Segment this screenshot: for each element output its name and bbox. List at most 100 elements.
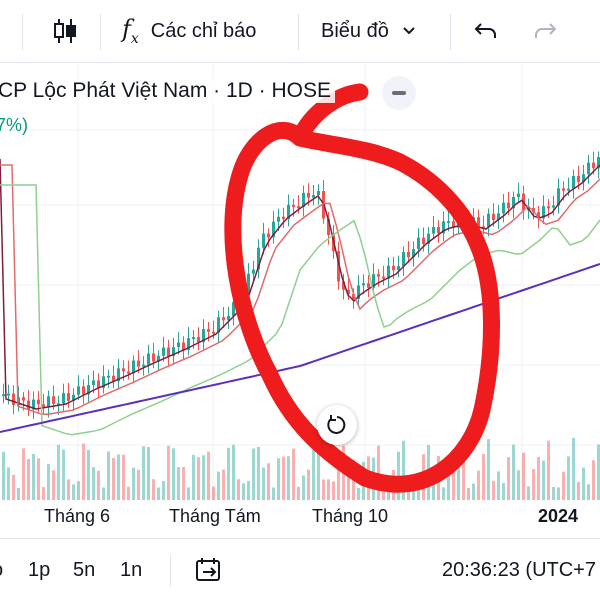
volume-bar (502, 483, 505, 500)
ma-slow-line (0, 184, 600, 436)
candle-body (312, 195, 315, 198)
candle-body (442, 221, 445, 234)
candle-body (497, 213, 500, 221)
ma-mid-line (0, 164, 600, 416)
redo-button[interactable] (532, 0, 558, 62)
volume-bar (142, 446, 145, 500)
volume-bar (532, 469, 535, 500)
candle-body (477, 217, 480, 227)
toolbar-divider (100, 14, 101, 50)
candle-body (287, 204, 290, 220)
candle-body (397, 266, 400, 271)
price-change-percent: 7%) (0, 115, 29, 135)
volume-bar (32, 454, 35, 500)
volume-bar (2, 451, 5, 500)
candle-body (327, 218, 330, 235)
candle-body (432, 226, 435, 234)
volume-bar (97, 470, 100, 500)
collapse-legend-button[interactable] (382, 76, 416, 110)
volume-bar (567, 456, 570, 500)
volume-bar (92, 467, 95, 500)
toolbar-divider (170, 555, 171, 587)
volume-bar (252, 448, 255, 500)
volume-bar (172, 448, 175, 500)
volume-bar (152, 479, 155, 500)
candle-body (337, 251, 340, 282)
volume-bar (557, 487, 560, 500)
volume-bar (182, 467, 185, 500)
hand-drawn-circle (224, 83, 500, 493)
reset-chart-button[interactable] (317, 405, 357, 445)
volume-bar (262, 467, 265, 500)
candle-body (532, 207, 535, 213)
candle-body (517, 193, 520, 197)
minus-icon (392, 91, 406, 95)
undo-button[interactable] (473, 0, 499, 62)
volume-bar (377, 445, 380, 500)
volume-bar (517, 470, 520, 500)
candle-body (292, 204, 295, 207)
indicators-button[interactable]: fx Các chỉ báo (122, 0, 256, 62)
volume-bar (417, 482, 420, 500)
clock-time[interactable]: 20:36:23 (UTC+7 (442, 558, 596, 581)
volume-bar (137, 469, 140, 500)
candle-body (72, 394, 75, 401)
candle-body (197, 337, 200, 343)
volume-bar (537, 456, 540, 500)
candle-body (297, 206, 300, 209)
volume-bar (257, 446, 260, 500)
volume-bar (302, 475, 305, 500)
range-button[interactable]: o (0, 539, 3, 601)
candle-body (87, 385, 90, 395)
candle-body (112, 375, 115, 382)
candle-body (502, 202, 505, 214)
candle-body (12, 393, 15, 405)
candle-body (82, 386, 85, 395)
price-chart[interactable] (0, 63, 600, 533)
candle-body (37, 399, 40, 405)
range-button[interactable]: 1n (120, 558, 143, 581)
candle-body (417, 237, 420, 250)
candle-body (132, 360, 135, 374)
range-button[interactable]: 5n (73, 558, 96, 581)
volume-bar (547, 440, 550, 500)
volume-bar (132, 467, 135, 500)
candle-body (272, 221, 275, 238)
candle-body (367, 283, 370, 288)
volume-bar (217, 471, 220, 500)
volume-bar (107, 451, 110, 500)
volume-bar (72, 484, 75, 500)
volume-bar (167, 445, 170, 500)
volume-bars (2, 437, 600, 500)
chart-canvas[interactable] (0, 63, 600, 533)
candle-body (547, 206, 550, 209)
moving-average-lines (0, 158, 600, 436)
go-to-date-button[interactable] (195, 539, 223, 601)
candlestick-icon[interactable] (50, 0, 80, 62)
volume-bar (192, 454, 195, 500)
volume-bar (47, 463, 50, 500)
chart-type-dropdown[interactable]: Biểu đồ (321, 0, 419, 62)
volume-bar (242, 483, 245, 500)
volume-bar (492, 480, 495, 500)
candle-body (157, 355, 160, 362)
chart-grid (0, 63, 600, 500)
volume-bar (157, 487, 160, 500)
volume-bar (542, 460, 545, 500)
volume-bar (507, 457, 510, 500)
range-button[interactable]: 1p (28, 558, 51, 581)
volume-bar (337, 451, 340, 500)
candle-body (202, 329, 205, 343)
toolbar-divider (450, 14, 451, 50)
candle-body (52, 396, 55, 404)
candle-body (107, 375, 110, 378)
volume-bar (227, 447, 230, 500)
candle-body (382, 276, 385, 279)
volume-bar (222, 469, 225, 500)
candle-body (2, 394, 5, 397)
volume-bar (102, 487, 105, 500)
indicators-label: Các chỉ báo (150, 19, 257, 42)
candle-body (572, 176, 575, 189)
volume-bar (552, 486, 555, 500)
candle-body (222, 317, 225, 321)
